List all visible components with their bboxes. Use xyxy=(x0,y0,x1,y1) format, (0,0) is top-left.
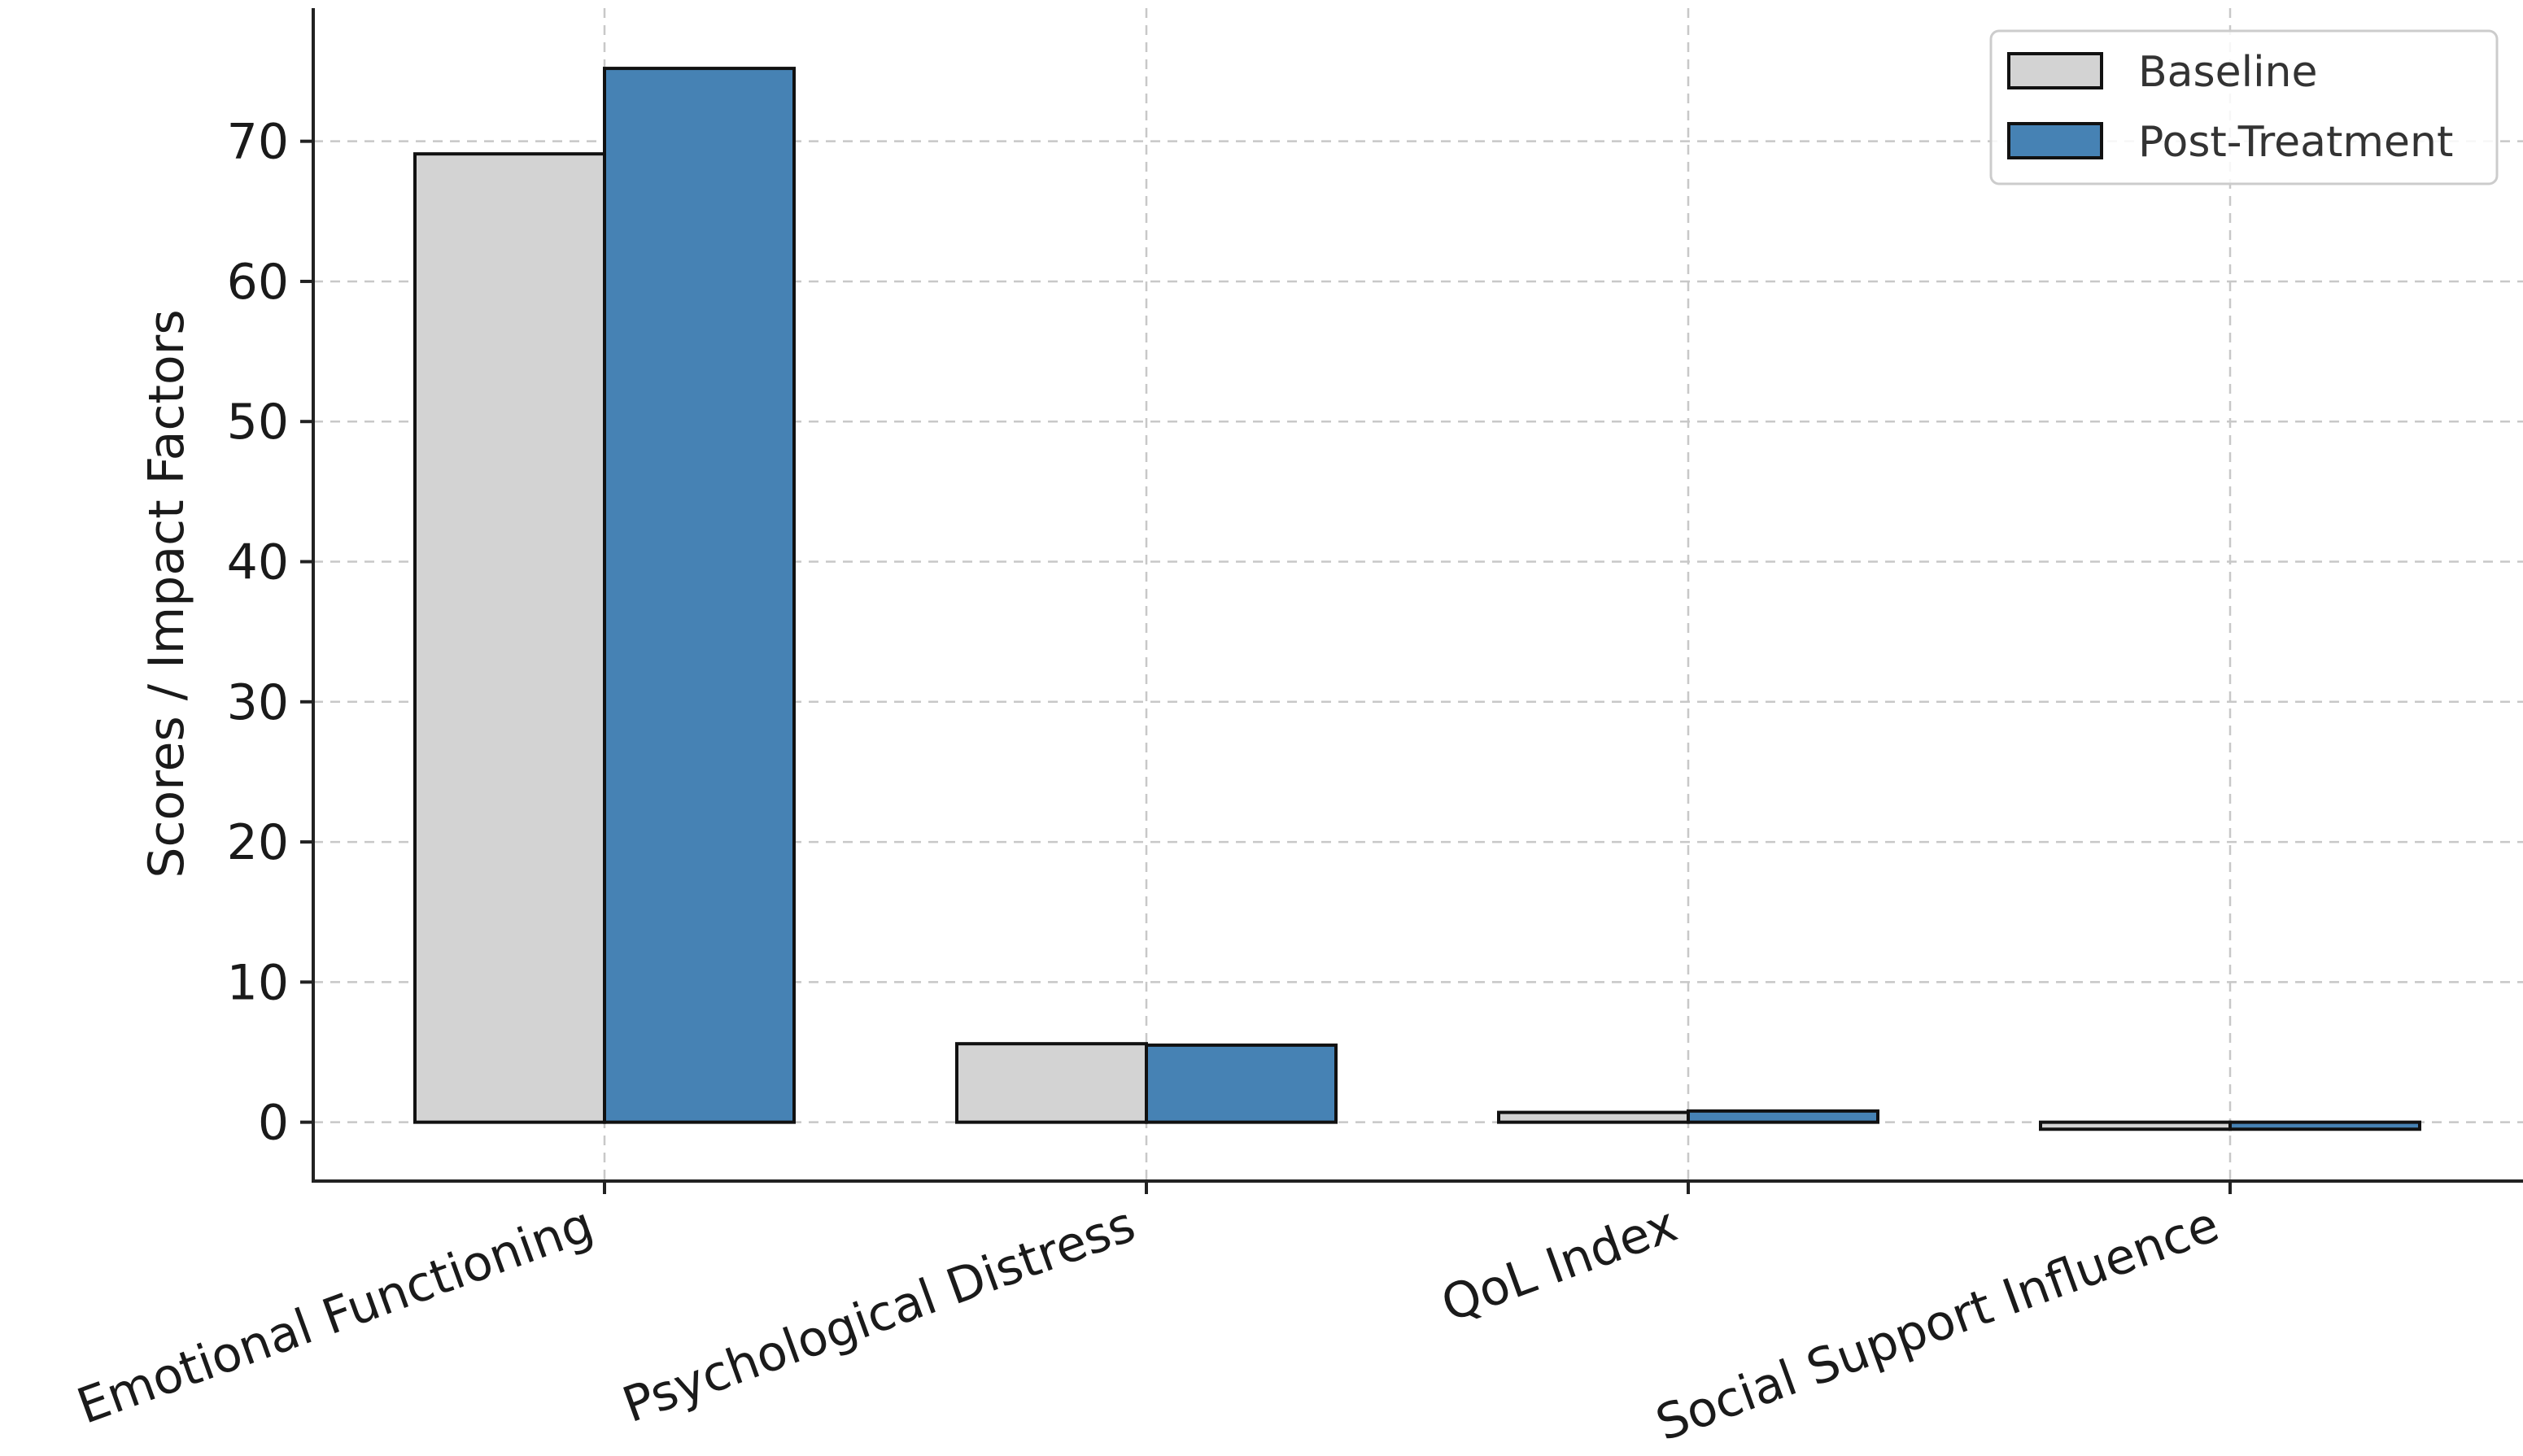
y-tick-label: 40 xyxy=(227,534,289,591)
legend-label: Baseline xyxy=(2138,48,2317,97)
legend-label: Post-Treatment xyxy=(2138,118,2453,167)
y-axis-ticks: 0 10 20 30 40 50 60 70 xyxy=(227,114,313,1152)
y-axis-title: Scores / Impact Factors xyxy=(138,309,195,878)
y-tick-label: 70 xyxy=(227,114,289,171)
y-tick-label: 0 xyxy=(258,1095,289,1152)
y-tick-label: 20 xyxy=(227,814,289,871)
bar-baseline-3 xyxy=(2039,1120,2232,1131)
bar-post-treatment-3 xyxy=(2228,1120,2421,1131)
x-tick-label: Emotional Functioning xyxy=(70,1196,600,1435)
bar-baseline-0 xyxy=(413,152,606,1124)
y-tick-label: 50 xyxy=(227,394,289,451)
legend-swatch xyxy=(2007,52,2103,89)
bar-post-treatment-0 xyxy=(603,67,796,1124)
y-tick-label: 10 xyxy=(227,954,289,1011)
x-axis-ticks: Emotional Functioning Psychological Distr… xyxy=(70,1181,2232,1453)
bar-baseline-1 xyxy=(955,1042,1148,1124)
bar-post-treatment-2 xyxy=(1687,1109,1879,1124)
bar-baseline-2 xyxy=(1497,1110,1690,1124)
bars xyxy=(413,67,2421,1131)
x-tick-label: QoL Index xyxy=(1434,1196,1684,1333)
x-tick-label: Psychological Distress xyxy=(616,1196,1143,1434)
y-tick-label: 60 xyxy=(227,254,289,311)
legend: Baseline Post-Treatment xyxy=(1989,29,2499,185)
legend-swatch xyxy=(2007,122,2103,159)
y-tick-label: 30 xyxy=(227,674,289,731)
bar-post-treatment-1 xyxy=(1145,1043,1338,1124)
axes-spines xyxy=(312,8,2523,1183)
x-tick-label: Social Support Influence xyxy=(1649,1196,2227,1452)
legend-frame xyxy=(1989,29,2499,185)
